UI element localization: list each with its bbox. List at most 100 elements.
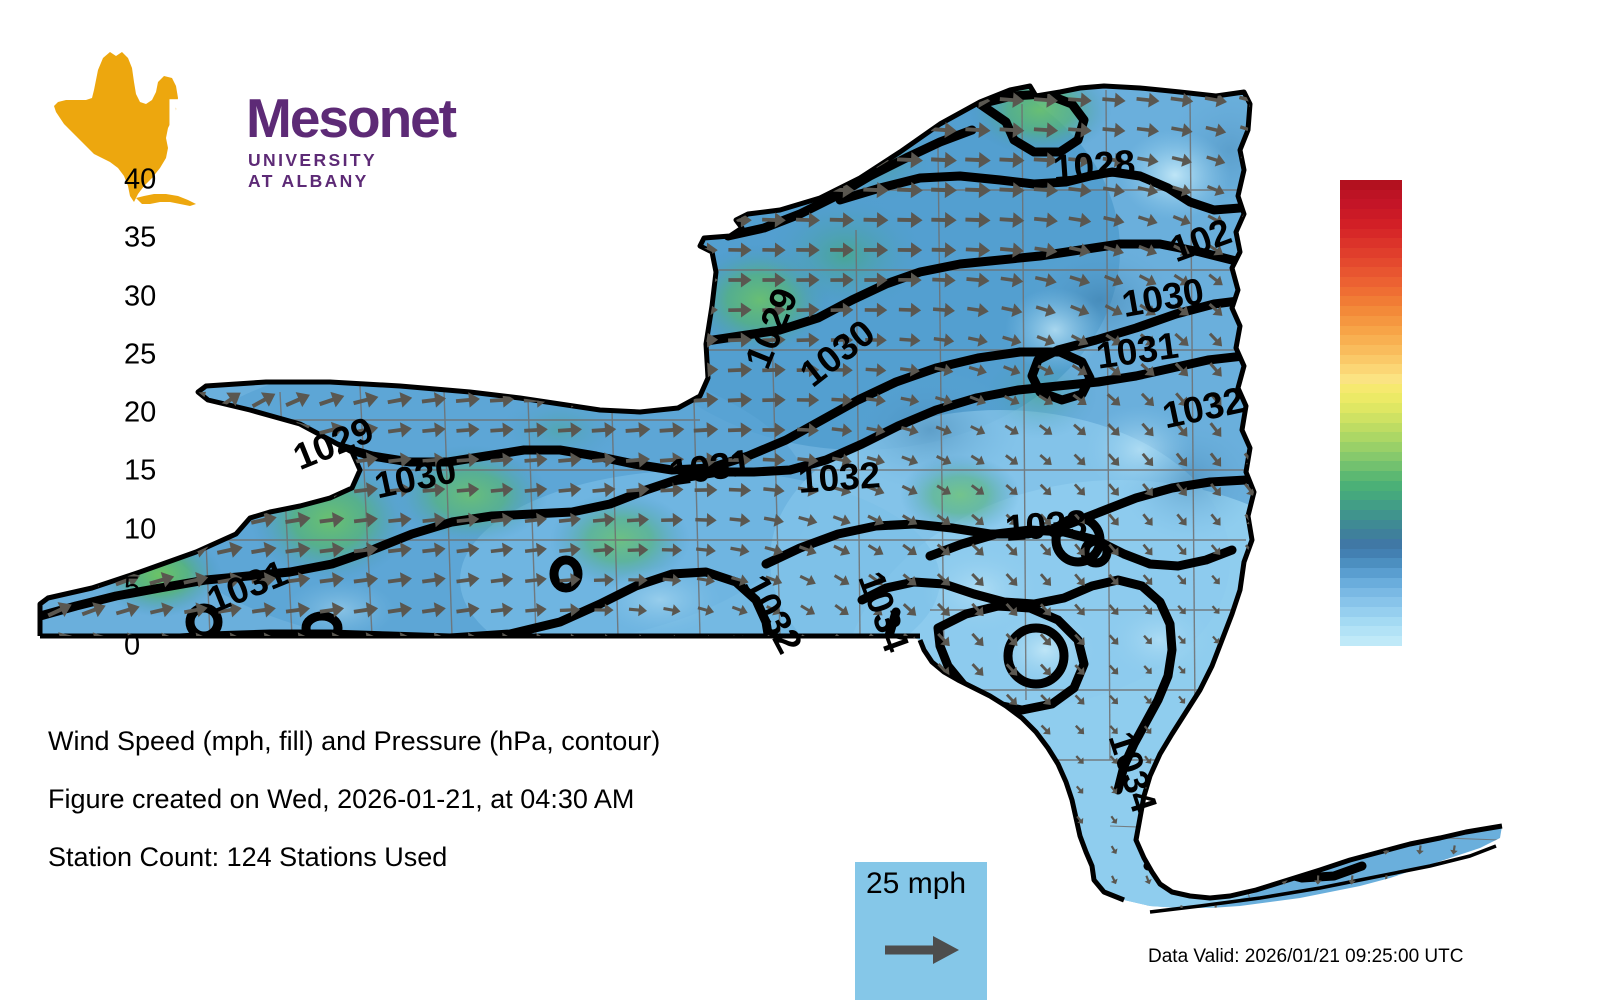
- wind-arrow: [896, 151, 923, 169]
- wind-arrow: [938, 724, 949, 736]
- wind-arrow: [832, 483, 852, 497]
- wind-arrow: [289, 904, 307, 908]
- colorbar-band: [1340, 412, 1402, 423]
- wind-arrow: [1005, 483, 1018, 495]
- wind-arrow: [1074, 603, 1085, 616]
- wind-arrow: [556, 271, 583, 289]
- wind-arrow: [965, 181, 991, 199]
- wind-arrow: [659, 332, 685, 348]
- wind-arrow: [1005, 633, 1018, 646]
- wind-arrow: [456, 572, 480, 588]
- wind-arrow: [831, 453, 852, 467]
- wind-arrow: [150, 662, 173, 677]
- colorbar-band: [1340, 626, 1402, 637]
- wind-arrow: [796, 302, 820, 318]
- wind-arrow: [728, 452, 752, 468]
- wind-arrow: [999, 212, 1025, 228]
- wind-arrow: [1071, 363, 1088, 376]
- wind-arrow: [795, 151, 821, 169]
- wind-arrow: [1246, 725, 1254, 734]
- wind-arrow: [1068, 243, 1091, 258]
- wind-arrow: [797, 453, 819, 468]
- wind-arrow: [1348, 695, 1356, 705]
- wind-arrow: [692, 121, 719, 138]
- wind-arrow: [999, 122, 1025, 138]
- wind-arrow: [1077, 905, 1082, 908]
- colorbar-band: [1340, 451, 1402, 462]
- wind-arrow: [559, 573, 581, 587]
- wind-arrow: [1416, 605, 1424, 615]
- wind-arrow: [1039, 453, 1052, 465]
- wind-arrow: [796, 272, 820, 288]
- wind-arrow: [1309, 153, 1326, 166]
- colorbar-band: [1340, 335, 1402, 345]
- wind-arrow: [1074, 633, 1085, 646]
- wind-arrow: [970, 425, 986, 436]
- wind-arrow: [1137, 183, 1159, 197]
- wind-arrow: [1314, 845, 1322, 855]
- wind-arrow: [728, 272, 752, 288]
- wind-arrow: [489, 361, 515, 378]
- wind-arrow: [116, 692, 139, 707]
- wind-arrow: [557, 361, 583, 378]
- wind-arrow: [1448, 272, 1460, 287]
- colorbar-tick: 20: [124, 396, 157, 429]
- wind-arrow: [1243, 302, 1256, 317]
- colorbar-band: [1340, 422, 1402, 433]
- wind-arrow: [217, 481, 243, 498]
- wind-arrow: [624, 181, 651, 198]
- wind-arrow: [559, 542, 581, 557]
- wind-arrow: [1279, 544, 1288, 555]
- wind-arrow: [1450, 575, 1458, 585]
- wind-arrow: [1412, 152, 1427, 167]
- colorbar-band: [1340, 286, 1402, 297]
- wind-arrow: [218, 361, 241, 380]
- wind-arrow: [264, 903, 274, 908]
- wind-arrow: [1212, 695, 1220, 704]
- wind-arrow: [1110, 785, 1118, 794]
- wind-arrow: [456, 151, 479, 170]
- wind-arrow: [762, 242, 786, 258]
- wind-arrow: [837, 905, 847, 908]
- wind-arrow: [1076, 875, 1084, 884]
- wind-arrow: [696, 574, 715, 587]
- wind-arrow: [1449, 364, 1459, 376]
- wind-arrow: [796, 392, 820, 408]
- contour-label: 1032: [797, 454, 882, 501]
- wind-arrow: [1206, 184, 1225, 197]
- wind-arrow: [1350, 905, 1354, 908]
- wind-arrow: [626, 512, 649, 528]
- wind-arrow: [488, 271, 515, 288]
- colorbar-band: [1340, 577, 1402, 588]
- wind-arrow: [939, 846, 948, 854]
- wind-arrow: [386, 361, 413, 378]
- wind-arrow: [1140, 392, 1155, 407]
- wind-arrow: [695, 513, 717, 528]
- wind-arrow: [1246, 785, 1254, 795]
- wind-arrow: [1143, 725, 1152, 734]
- wind-arrow: [420, 331, 447, 348]
- wind-arrow: [934, 394, 953, 407]
- wind-arrow: [557, 422, 582, 438]
- wind-arrow: [761, 151, 787, 169]
- wind-arrow: [625, 242, 651, 258]
- wind-arrow: [1137, 153, 1159, 168]
- wind-arrow: [903, 693, 916, 706]
- wind-arrow: [828, 121, 855, 139]
- wind-arrow: [1176, 513, 1187, 526]
- wind-arrow: [1415, 514, 1424, 525]
- wind-arrow: [1450, 785, 1458, 795]
- wind-arrow: [800, 604, 816, 616]
- wind-arrow: [455, 392, 480, 408]
- wind-arrow: [1108, 543, 1119, 556]
- wind-arrow: [387, 542, 412, 558]
- wind-arrow: [219, 300, 239, 321]
- wind-arrow: [1172, 184, 1192, 197]
- wind-arrow: [836, 845, 847, 855]
- wind-arrow: [1042, 905, 1048, 908]
- wind-arrow: [836, 875, 847, 884]
- wind-arrow: [183, 511, 209, 528]
- wind-arrow: [864, 302, 888, 318]
- wind-arrow: [1242, 273, 1257, 286]
- wind-arrow: [1144, 815, 1152, 824]
